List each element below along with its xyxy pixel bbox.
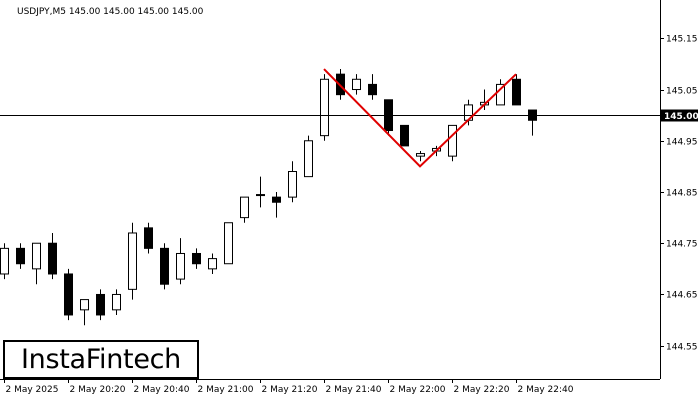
candle xyxy=(96,289,105,321)
x-axis: 2 May 2025 2 May 20:20 2 May 20:40 2 May 21… xyxy=(4,379,574,395)
bull-candle-body xyxy=(496,83,505,106)
x-tick-label: 2 May 22:00 xyxy=(390,385,446,395)
candle xyxy=(64,268,73,321)
x-tick-label: 2 May 2025 xyxy=(6,385,59,395)
bear-candle-body xyxy=(368,83,377,96)
bear-candle-body xyxy=(96,293,105,316)
current-price-box xyxy=(661,109,698,122)
bear-candle-body xyxy=(160,247,169,285)
candle xyxy=(496,79,505,106)
candle xyxy=(448,124,457,162)
candle xyxy=(176,238,185,285)
bull-candle-body xyxy=(320,78,329,137)
bear-candle-body xyxy=(272,196,281,203)
bear-candle-body xyxy=(48,242,57,275)
y-tick-label: 145.05 xyxy=(666,87,698,97)
bull-candle-body xyxy=(112,293,121,311)
x-tick-label: 2 May 21:00 xyxy=(198,385,254,395)
bull-candle-body xyxy=(416,153,425,157)
candle xyxy=(224,222,233,265)
plot-frame xyxy=(0,0,661,380)
candle xyxy=(256,176,265,208)
bull-candle-body xyxy=(32,242,41,270)
candle xyxy=(112,289,121,315)
candle xyxy=(144,222,153,254)
bull-candle-body xyxy=(448,124,457,157)
y-tick-label: 144.95 xyxy=(666,138,698,148)
candle xyxy=(240,196,249,223)
bull-candle-body xyxy=(304,140,313,178)
candle xyxy=(368,74,377,100)
bull-candle-body xyxy=(224,222,233,265)
candle xyxy=(192,248,201,269)
bull-candle-body xyxy=(352,78,361,91)
bull-candle-body xyxy=(208,258,217,270)
brand-logo-text: InstaFintech xyxy=(20,344,181,375)
candle xyxy=(272,192,281,218)
chart-title: USDJPY,M5 145.00 145.00 145.00 145.00 xyxy=(17,7,204,17)
double-top-line xyxy=(323,68,517,168)
candle xyxy=(80,299,89,326)
x-tick-label: 2 May 22:40 xyxy=(518,385,574,395)
x-tick-label: 2 May 20:20 xyxy=(70,385,126,395)
candle xyxy=(32,242,41,285)
bear-candle-body xyxy=(512,78,521,106)
bull-candle-body xyxy=(240,196,249,219)
bear-candle-body xyxy=(192,252,201,265)
x-tick-label: 2 May 21:40 xyxy=(326,385,382,395)
current-price-line: 145.00 xyxy=(0,109,699,122)
candle xyxy=(48,232,57,280)
candle xyxy=(512,74,521,106)
candle xyxy=(160,243,169,290)
bear-candle-body xyxy=(144,227,153,249)
candle xyxy=(400,124,409,147)
y-tick-label: 144.85 xyxy=(666,189,698,199)
bear-candle-body xyxy=(16,247,25,265)
bull-candle-body xyxy=(176,252,185,280)
y-tick-label: 144.65 xyxy=(666,291,698,301)
bull-candle-body xyxy=(256,194,265,197)
candle xyxy=(304,135,313,178)
candle xyxy=(416,151,425,162)
candle xyxy=(320,74,329,141)
candle xyxy=(352,74,361,95)
y-axis: 145.15 145.05 144.95 144.85 144.75 144.65 144.… xyxy=(660,35,698,353)
double-top-pattern xyxy=(323,68,517,168)
bull-candle-body xyxy=(0,247,9,275)
y-tick-label: 144.55 xyxy=(666,343,698,353)
x-tick-label: 2 May 20:40 xyxy=(134,385,190,395)
brand-logo: InstaFintech xyxy=(3,340,199,379)
candle xyxy=(128,222,137,300)
x-tick-label: 2 May 21:20 xyxy=(262,385,318,395)
candle xyxy=(288,161,297,203)
bull-candle-body xyxy=(80,299,89,311)
x-tick-label: 2 May 22:20 xyxy=(454,385,510,395)
candle xyxy=(208,253,217,274)
bull-candle-body xyxy=(128,232,137,290)
candle xyxy=(16,243,25,269)
bull-candle-body xyxy=(288,171,297,198)
y-tick-label: 144.75 xyxy=(666,240,698,250)
bear-candle-body xyxy=(400,124,409,147)
y-tick-label: 145.15 xyxy=(666,35,698,45)
bear-candle-body xyxy=(64,273,73,316)
current-price-label: 145.00 xyxy=(664,112,699,122)
candle xyxy=(0,243,9,280)
